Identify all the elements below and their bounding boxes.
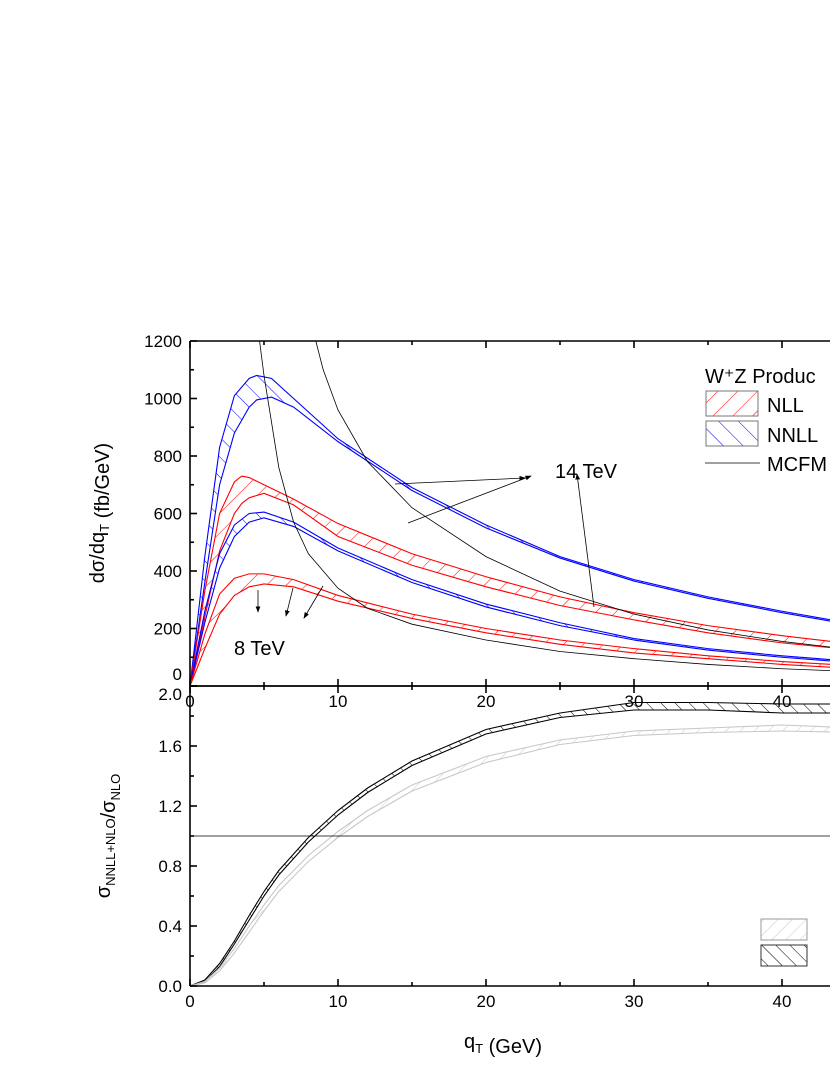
x-tick-label: 0 (185, 992, 194, 1011)
legend-label-nnll: NNLL (767, 425, 818, 447)
legend-label-nll: NLL (767, 395, 804, 417)
x-tick-label: 20 (477, 692, 496, 711)
legend-swatch-gray (760, 918, 808, 941)
series-mcfm-1 (259, 341, 830, 672)
legend-swatch-black (760, 944, 808, 967)
legend-bottom (760, 918, 808, 967)
y-tick-label: 200 (154, 620, 182, 639)
x-tick-label: 10 (329, 692, 348, 711)
y-tick-label: 0 (173, 665, 182, 684)
y-tick-label: 1200 (144, 332, 182, 351)
band-ratio-0 (190, 701, 830, 986)
x-tick-label: 10 (329, 992, 348, 1011)
y-tick-label: 0.0 (158, 977, 182, 996)
annotation-8tev: 8 TeV (234, 638, 285, 660)
x-tick-label: 40 (773, 992, 792, 1011)
y-tick-label: 1000 (144, 390, 182, 409)
legend-swatch-nll (705, 390, 759, 417)
legend-title: W⁺Z Produc (705, 366, 816, 388)
arrow-14tev-3 (575, 473, 595, 608)
y-tick-label: 800 (154, 447, 182, 466)
arrow-8tev-3 (303, 585, 324, 619)
y-axis-label-bottom: σNNLL+NLO/σNLO (93, 774, 123, 899)
band-nll-8tev (190, 573, 830, 686)
x-axis-label: qT (GeV) (464, 1031, 542, 1058)
arrow-14tev-1 (394, 475, 526, 485)
band-nll-14tev (190, 475, 830, 686)
y-tick-label: 400 (154, 562, 182, 581)
arrow-14tev-2 (407, 475, 532, 524)
band-nnll-14tev (190, 374, 830, 686)
series-mcfm-0 (315, 341, 830, 648)
legend-top: W⁺Z Produc NLL NNLL MCFM (705, 366, 827, 476)
annotation-arrows (255, 473, 595, 619)
y-tick-label: 1.2 (158, 797, 182, 816)
y-tick-label: 0.8 (158, 857, 182, 876)
y-tick-label: 600 (154, 505, 182, 524)
legend-label-mcfm: MCFM (767, 454, 827, 476)
band-nnll-8tev (190, 511, 830, 686)
y-tick-label: 0.4 (158, 917, 182, 936)
legend-swatch-nnll (705, 420, 759, 447)
y-tick-label: 1.6 (158, 737, 182, 756)
band-ratio-1 (190, 724, 830, 986)
annotation-14tev: 14 TeV (555, 461, 618, 483)
y-tick-label: 2.0 (158, 685, 182, 704)
y-axis-label-top: dσ/dqT (fb/GeV) (87, 443, 114, 583)
x-tick-label: 20 (477, 992, 496, 1011)
arrow-8tev-2 (285, 587, 294, 617)
bottom-panel: 0 10 20 30 40 0.0 0.4 0.8 1.2 1.6 2.0 (158, 685, 830, 1011)
x-tick-label: 30 (625, 992, 644, 1011)
